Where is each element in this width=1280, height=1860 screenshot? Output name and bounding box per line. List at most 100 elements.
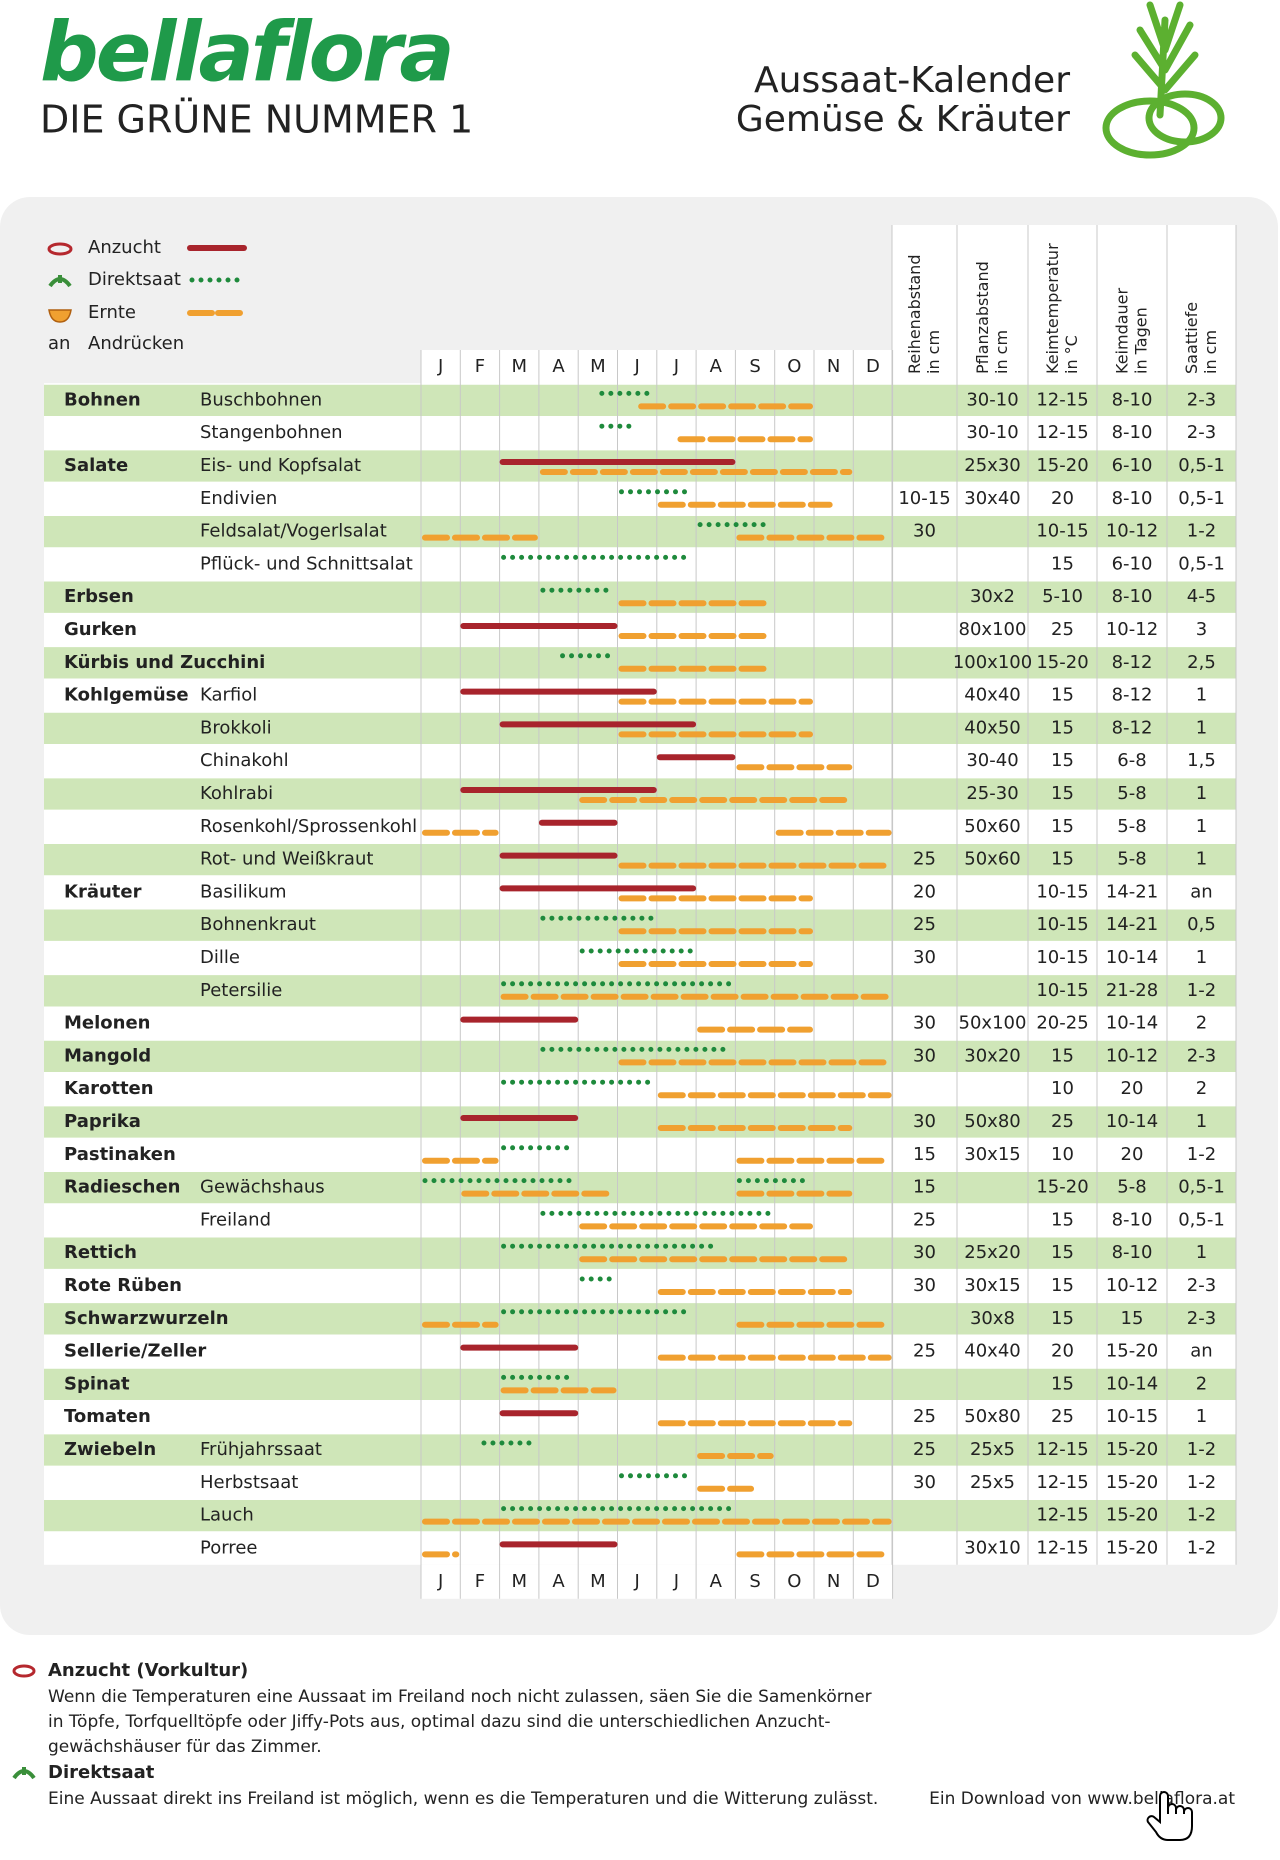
row-bg	[44, 515, 1236, 548]
month-label: A	[552, 1571, 565, 1592]
month-label: A	[710, 356, 723, 377]
cell: 1	[1196, 685, 1207, 706]
cell: 10-14	[1106, 1111, 1158, 1132]
cell: 15	[1051, 685, 1074, 706]
cell: 20	[1051, 1341, 1074, 1362]
cell: 40x40	[964, 1341, 1020, 1362]
cell: 25	[913, 1209, 936, 1230]
cell: an	[1190, 881, 1212, 902]
cell: 1-2	[1187, 521, 1216, 542]
cell: 10-15	[1036, 947, 1088, 968]
group-label: Salate	[64, 455, 128, 476]
cell: 25	[1051, 1111, 1074, 1132]
row-bg	[44, 876, 1236, 909]
row-label: Endivien	[200, 488, 277, 509]
cell: 6-10	[1112, 455, 1153, 476]
cell: 1-2	[1187, 1537, 1216, 1558]
cell: 8-10	[1112, 422, 1153, 443]
cell: 25	[913, 914, 936, 935]
cell: 2-3	[1187, 1308, 1216, 1329]
cell: 15	[1051, 1045, 1074, 1066]
row-label: Feldsalat/Vogerlsalat	[200, 521, 387, 542]
row-label: Frühjahrssaat	[200, 1439, 322, 1460]
cell: 30	[913, 1045, 936, 1066]
cell: 1-2	[1187, 1439, 1216, 1460]
cell: 30x2	[970, 586, 1015, 607]
cell: 10-15	[1106, 1406, 1158, 1427]
column-header: Reihenabstand	[905, 255, 924, 374]
cell: 10-12	[1106, 1275, 1158, 1296]
row-label: Dille	[200, 947, 240, 968]
month-label: M	[590, 1571, 606, 1592]
cell: 2	[1196, 1078, 1207, 1099]
cell: 15-20	[1036, 455, 1088, 476]
cell: 15-20	[1106, 1472, 1158, 1493]
cell: 40x40	[964, 685, 1020, 706]
cell: 20	[1051, 488, 1074, 509]
row-bg	[44, 908, 1236, 942]
group-label: Paprika	[64, 1111, 141, 1132]
month-label: J	[633, 356, 639, 377]
cell: 1-2	[1187, 1505, 1216, 1526]
cell: 25	[913, 849, 936, 870]
cell: an	[1190, 1341, 1212, 1362]
row-bg	[44, 1040, 1236, 1073]
cell: 50x80	[964, 1111, 1020, 1132]
row-bg	[44, 1466, 1236, 1500]
group-label: Karotten	[64, 1078, 154, 1099]
cell: 40x50	[964, 717, 1020, 738]
cell: 2-3	[1187, 1045, 1216, 1066]
row-bg	[44, 1532, 1236, 1565]
column-header: Keimtemperatur	[1043, 243, 1062, 374]
cell: 10-14	[1106, 1013, 1158, 1034]
row-bg	[44, 974, 1236, 1008]
cell: 1-2	[1187, 1144, 1216, 1165]
cell: 1	[1196, 849, 1207, 870]
cell: 30	[913, 947, 936, 968]
group-label: Kürbis und Zucchini	[64, 652, 265, 673]
cell: 15-20	[1106, 1537, 1158, 1558]
row-bg	[44, 1368, 1236, 1401]
cell: 1-2	[1187, 980, 1216, 1001]
month-label: M	[590, 356, 606, 377]
cell: 30x10	[964, 1537, 1020, 1558]
cell: 15	[1051, 816, 1074, 837]
row-label: Pflück- und Schnittsalat	[200, 553, 413, 574]
cell: 30	[913, 1013, 936, 1034]
cell: 15	[913, 1144, 936, 1165]
cell: 50x60	[964, 816, 1020, 837]
row-bg	[44, 810, 1236, 844]
column-header: Pflanzabstand	[973, 261, 992, 374]
cell: 15	[913, 1177, 936, 1198]
cell: 10-15	[1036, 914, 1088, 935]
column-header: in Tagen	[1132, 307, 1151, 374]
row-label: Freiland	[200, 1209, 271, 1230]
cell: 15	[1051, 750, 1074, 771]
footer-text: Wenn die Temperaturen eine Aussaat im Fr…	[48, 1687, 872, 1707]
cell: 8-12	[1112, 652, 1153, 673]
download-link: Ein Download von www.bellaflora.at	[929, 1789, 1235, 1809]
cell: 30	[913, 1275, 936, 1296]
cell: 1	[1196, 947, 1207, 968]
group-label: Kräuter	[64, 881, 142, 902]
month-label: S	[749, 356, 760, 377]
row-label: Karfiol	[200, 685, 257, 706]
group-label: Bohnen	[64, 389, 141, 410]
cell: 0,5-1	[1178, 1177, 1225, 1198]
cell: 4-5	[1187, 586, 1216, 607]
cell: 15	[1051, 1209, 1074, 1230]
group-label: Schwarzwurzeln	[64, 1308, 229, 1329]
group-label: Sellerie/Zeller	[64, 1341, 206, 1362]
cell: 8-10	[1112, 1209, 1153, 1230]
cell: 15-20	[1106, 1505, 1158, 1526]
cell: 8-12	[1112, 717, 1153, 738]
cell: 1	[1196, 816, 1207, 837]
footer-heading: Anzucht (Vorkultur)	[48, 1660, 248, 1681]
group-label: Pastinaken	[64, 1144, 176, 1165]
cell: 1	[1196, 717, 1207, 738]
cell: 25	[1051, 1406, 1074, 1427]
row-bg	[44, 744, 1236, 778]
group-label: Melonen	[64, 1013, 151, 1034]
column-header: in °C	[1062, 335, 1081, 374]
